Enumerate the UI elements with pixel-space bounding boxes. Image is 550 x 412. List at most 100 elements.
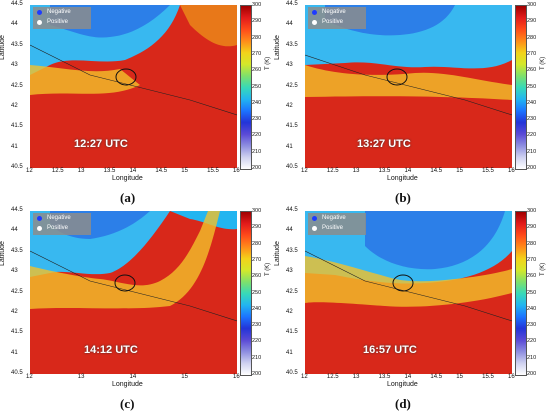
y-tick-label: 43 [11,62,18,69]
x-tick-label: 13 [77,374,85,380]
y-tick-label: 42.5 [11,288,23,295]
x-tick-label: 15.5 [482,168,494,174]
y-axis-label: Latitude [0,35,6,60]
y-tick-label: 44.5 [286,1,298,7]
y-tick-label: 41 [286,349,293,356]
colorbar-tick-label: 230 [252,116,262,123]
colorbar-tick-label: 280 [527,240,537,247]
x-tick-label: 13.5 [103,168,116,174]
time-label: 14:12 UTC [84,344,138,356]
x-tick-label: 15 [456,374,463,380]
legend-positive: Positive [322,19,344,25]
colorbar-tick-label: 290 [527,224,537,231]
colorbar-tick-label: 240 [252,305,262,312]
satellite-map [305,211,512,374]
colorbar-tick-label: 250 [252,289,262,296]
positive-marker [37,226,42,231]
panel-c: Negative Positive 14:12 UTC Latitude Lon… [0,206,275,412]
colorbar-tick-label: 260 [527,67,537,74]
y-tick-label: 43.5 [11,247,23,254]
colorbar-tick-label: 300 [527,208,537,214]
colorbar-tick-label: 280 [252,240,262,247]
legend-negative: Negative [322,215,346,221]
y-tick-label: 44 [286,21,293,28]
x-axis-label: Longitude [112,381,143,388]
x-tick-label: 16 [233,168,240,174]
colorbar-tick-label: 260 [252,67,262,74]
x-tick-label: 14.5 [430,168,443,174]
x-tick-label: 15.5 [482,374,494,380]
x-axis-label: Longitude [112,175,143,182]
y-tick-label: 42 [286,102,293,109]
colorbar [240,211,252,376]
colorbar-tick-label: 240 [252,99,262,106]
colorbar-tick-label: 290 [252,224,262,231]
colorbar-tick-label: 250 [527,289,537,296]
colorbar-tick-label: 250 [527,83,537,90]
y-tick-label: 42.5 [286,82,298,89]
y-tick-label: 41.5 [286,123,298,130]
colorbar-tick-label: 290 [527,18,537,25]
y-tick-label: 41 [11,143,18,150]
colorbar-label: T (K) [265,262,271,276]
colorbar-tick-label: 210 [252,354,262,361]
y-tick-label: 44 [11,227,18,234]
colorbar [515,5,527,170]
colorbar-tick-label: 240 [527,305,537,312]
legend: Negative Positive [33,7,91,29]
y-tick-label: 41 [11,349,18,356]
x-tick-label: 13.5 [378,374,391,380]
legend-positive: Positive [47,225,69,231]
negative-marker [312,10,317,15]
y-axis-label: Latitude [274,35,281,60]
x-tick-label: 14.5 [430,374,443,380]
x-tick-label: 14.5 [155,168,168,174]
y-tick-label: 40.5 [286,370,298,376]
x-tick-label: 14 [404,374,412,380]
negative-marker [37,216,42,221]
colorbar-tick-label: 300 [527,2,537,8]
colorbar-tick-label: 230 [527,116,537,123]
x-tick-label: 13 [77,168,85,174]
legend-positive: Positive [322,225,344,231]
y-tick-label: 43 [11,268,18,275]
legend-negative: Negative [322,9,346,15]
colorbar [515,211,527,376]
colorbar-tick-label: 200 [527,371,537,377]
y-tick-label: 40.5 [286,164,298,170]
positive-marker [37,20,42,25]
colorbar-tick-label: 270 [527,256,537,263]
panel-label: (d) [395,396,411,411]
y-tick-label: 43 [286,268,293,275]
x-tick-label: 13.5 [378,168,391,174]
y-tick-label: 44 [11,21,18,28]
colorbar-tick-label: 250 [252,83,262,90]
x-tick-label: 16 [233,374,240,380]
x-axis-label: Longitude [387,381,418,388]
y-axis-label: Latitude [0,241,6,266]
x-tick-label: 14 [129,168,137,174]
panel-label: (a) [120,190,136,205]
colorbar-tick-label: 270 [527,50,537,57]
colorbar-tick-label: 260 [527,273,537,280]
colorbar-tick-label: 210 [527,354,537,361]
y-tick-label: 42.5 [286,288,298,295]
y-tick-label: 41.5 [11,123,23,130]
y-tick-label: 42 [11,308,18,315]
x-axis-label: Longitude [387,175,418,182]
colorbar-label: T (K) [540,262,546,276]
y-tick-label: 42 [286,308,293,315]
colorbar-tick-label: 260 [252,273,262,280]
x-tick-label: 12 [301,168,308,174]
y-tick-label: 41.5 [286,329,298,336]
colorbar-tick-label: 230 [527,322,537,329]
y-tick-label: 43.5 [11,41,23,48]
positive-marker [312,20,317,25]
x-tick-label: 13 [352,374,360,380]
colorbar-label: T (K) [265,56,271,70]
x-tick-label: 12.5 [326,374,339,380]
x-tick-label: 15 [181,168,188,174]
y-tick-label: 41.5 [11,329,23,336]
positive-marker [312,226,317,231]
colorbar-tick-label: 230 [252,322,262,329]
